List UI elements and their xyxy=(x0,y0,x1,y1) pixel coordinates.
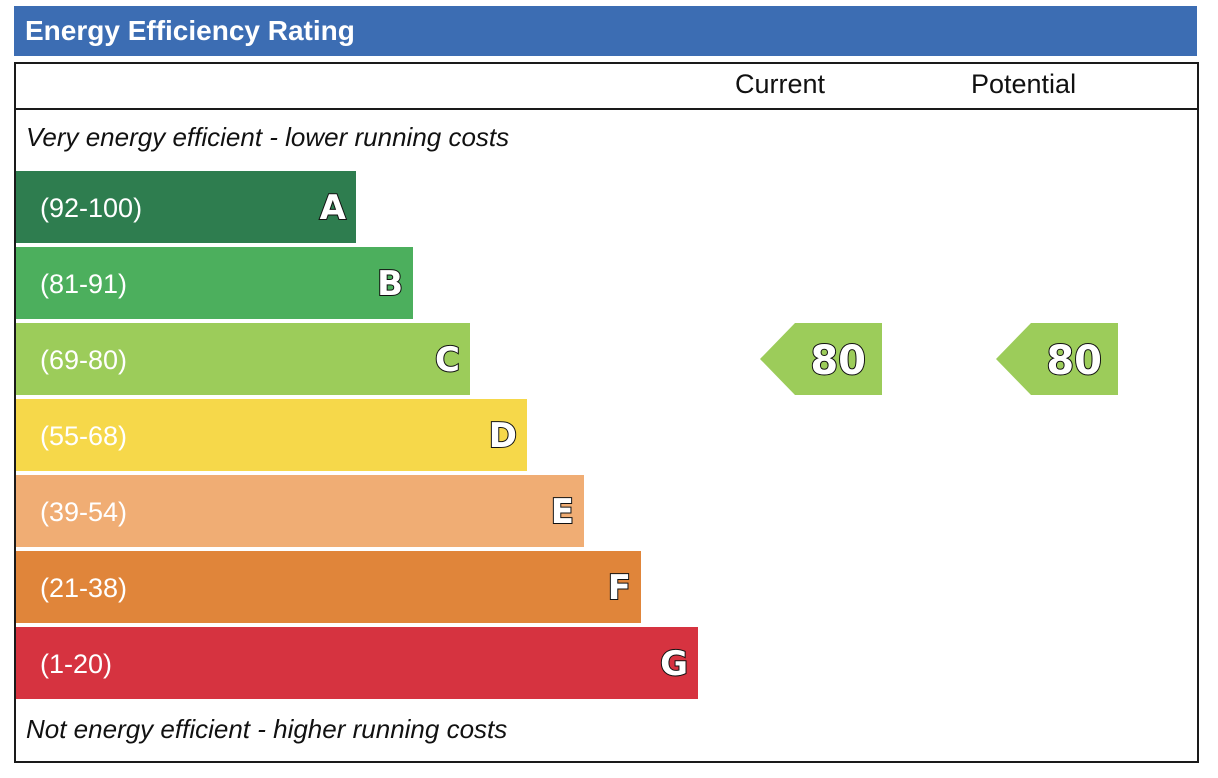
title-bar: Energy Efficiency Rating xyxy=(14,6,1197,56)
band-a-letter: A xyxy=(320,188,347,228)
band-b-letter: B xyxy=(377,264,403,304)
band-f-bar xyxy=(16,551,641,623)
band-b-bar xyxy=(16,247,413,319)
band-f-range-label: (21-38) xyxy=(40,573,127,603)
band-g-bar xyxy=(16,627,698,699)
potential-column-header: Potential xyxy=(971,69,1077,99)
band-d-range-label: (55-68) xyxy=(40,421,127,451)
rating-chart-box: Current Potential Very energy efficient … xyxy=(14,62,1199,763)
current-column-header: Current xyxy=(735,69,826,99)
band-g-range-label: (1-20) xyxy=(40,649,112,679)
potential-rating-value: 80 xyxy=(1046,338,1102,384)
current-rating-value: 80 xyxy=(810,338,866,384)
band-c-letter: C xyxy=(435,340,460,380)
band-c-bar xyxy=(16,323,470,395)
rating-chart: (92-100) A (81-91) B (69-80) C (55-68) D (39-54)… xyxy=(16,171,1118,699)
band-d-letter: D xyxy=(489,416,517,456)
band-a-bar xyxy=(16,171,356,243)
band-e-letter: E xyxy=(551,492,574,532)
chart-title: Energy Efficiency Rating xyxy=(25,15,355,46)
band-e-range-label: (39-54) xyxy=(40,497,127,527)
potential-arrow xyxy=(996,323,1118,395)
bottom-note: Not energy efficient - higher running co… xyxy=(26,714,508,744)
band-g-letter: G xyxy=(660,644,688,684)
band-d-bar xyxy=(16,399,527,471)
column-header-row: Current Potential xyxy=(16,64,1197,110)
band-b-range-label: (81-91) xyxy=(40,269,127,299)
band-f-letter: F xyxy=(608,568,631,608)
top-note: Very energy efficient - lower running co… xyxy=(26,122,510,152)
current-arrow xyxy=(760,323,882,395)
band-e-bar xyxy=(16,475,584,547)
band-c-range-label: (69-80) xyxy=(40,345,127,375)
band-a-range-label: (92-100) xyxy=(40,193,142,223)
